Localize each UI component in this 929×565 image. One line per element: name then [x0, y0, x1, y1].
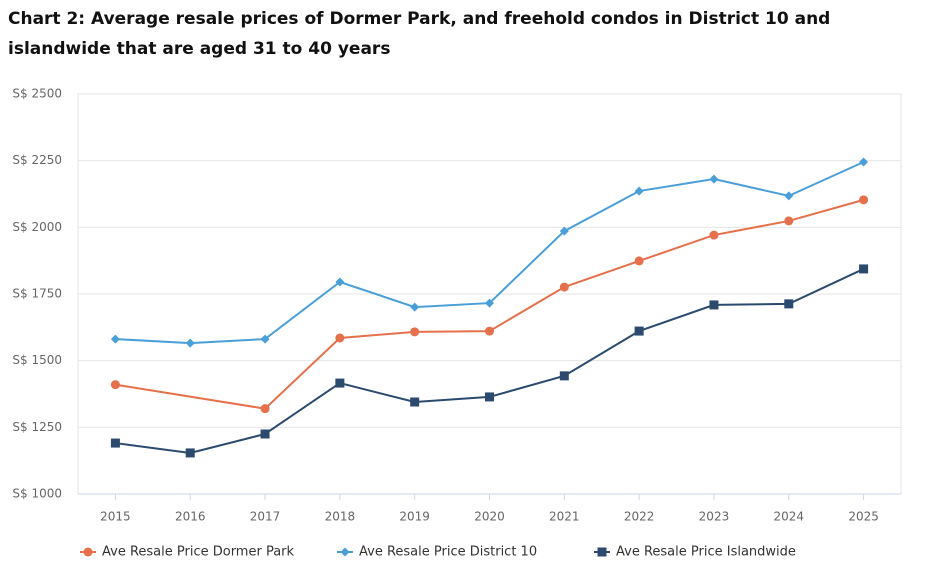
- data-point: [859, 195, 869, 205]
- y-tick-label: S$ 1500: [12, 353, 62, 367]
- data-point: [709, 174, 719, 184]
- data-point: [410, 327, 420, 337]
- data-point: [859, 264, 869, 274]
- x-tick-label: 2018: [325, 510, 356, 524]
- data-point: [559, 282, 569, 292]
- data-point: [110, 380, 120, 390]
- x-tick-label: 2017: [250, 510, 281, 524]
- x-tick-label: 2015: [100, 510, 131, 524]
- data-point: [410, 302, 420, 312]
- x-tick-label: 2024: [773, 510, 804, 524]
- data-point: [784, 216, 794, 226]
- y-tick-label: S$ 2500: [12, 87, 62, 101]
- x-tick-label: 2022: [624, 510, 655, 524]
- data-point: [634, 256, 644, 266]
- data-point: [410, 397, 420, 407]
- y-tick-label: S$ 2250: [12, 153, 62, 167]
- legend-marker: [597, 547, 607, 557]
- legend-label: Ave Resale Price District 10: [359, 545, 537, 560]
- series-line: [115, 161, 865, 345]
- data-point: [260, 429, 270, 439]
- data-point: [185, 448, 195, 458]
- data-point: [260, 404, 270, 414]
- data-point: [335, 277, 345, 287]
- y-tick-label: S$ 1750: [12, 287, 62, 301]
- data-point: [185, 338, 195, 348]
- x-tick-label: 2016: [175, 510, 206, 524]
- x-tick-label: 2019: [399, 510, 430, 524]
- legend-marker: [83, 547, 93, 557]
- x-tick-label: 2021: [549, 510, 580, 524]
- data-point: [335, 333, 345, 343]
- data-point: [110, 438, 120, 448]
- data-point: [634, 326, 644, 336]
- y-tick-label: S$ 1250: [12, 420, 62, 434]
- data-point: [559, 226, 569, 236]
- data-point: [110, 334, 120, 344]
- data-point: [784, 191, 794, 201]
- legend-marker: [340, 547, 350, 557]
- data-point: [485, 392, 494, 402]
- chart-title: Chart 2: Average resale prices of Dormer…: [8, 9, 831, 59]
- y-tick-label: S$ 1000: [12, 487, 62, 501]
- data-point: [859, 157, 869, 167]
- data-point: [634, 186, 644, 196]
- series-line: [115, 198, 864, 410]
- data-point: [260, 334, 270, 344]
- data-point: [485, 326, 494, 336]
- data-point: [709, 300, 719, 310]
- data-point: [559, 371, 569, 381]
- x-tick-label: 2023: [699, 510, 730, 524]
- data-point: [485, 298, 494, 308]
- legend-label: Ave Resale Price Islandwide: [616, 545, 796, 560]
- data-point: [784, 299, 794, 309]
- x-tick-label: 2025: [848, 510, 879, 524]
- data-point: [335, 378, 345, 388]
- data-point: [709, 230, 719, 240]
- x-tick-label: 2020: [474, 510, 505, 524]
- legend-label: Ave Resale Price Dormer Park: [102, 545, 295, 560]
- y-tick-label: S$ 2000: [12, 220, 62, 234]
